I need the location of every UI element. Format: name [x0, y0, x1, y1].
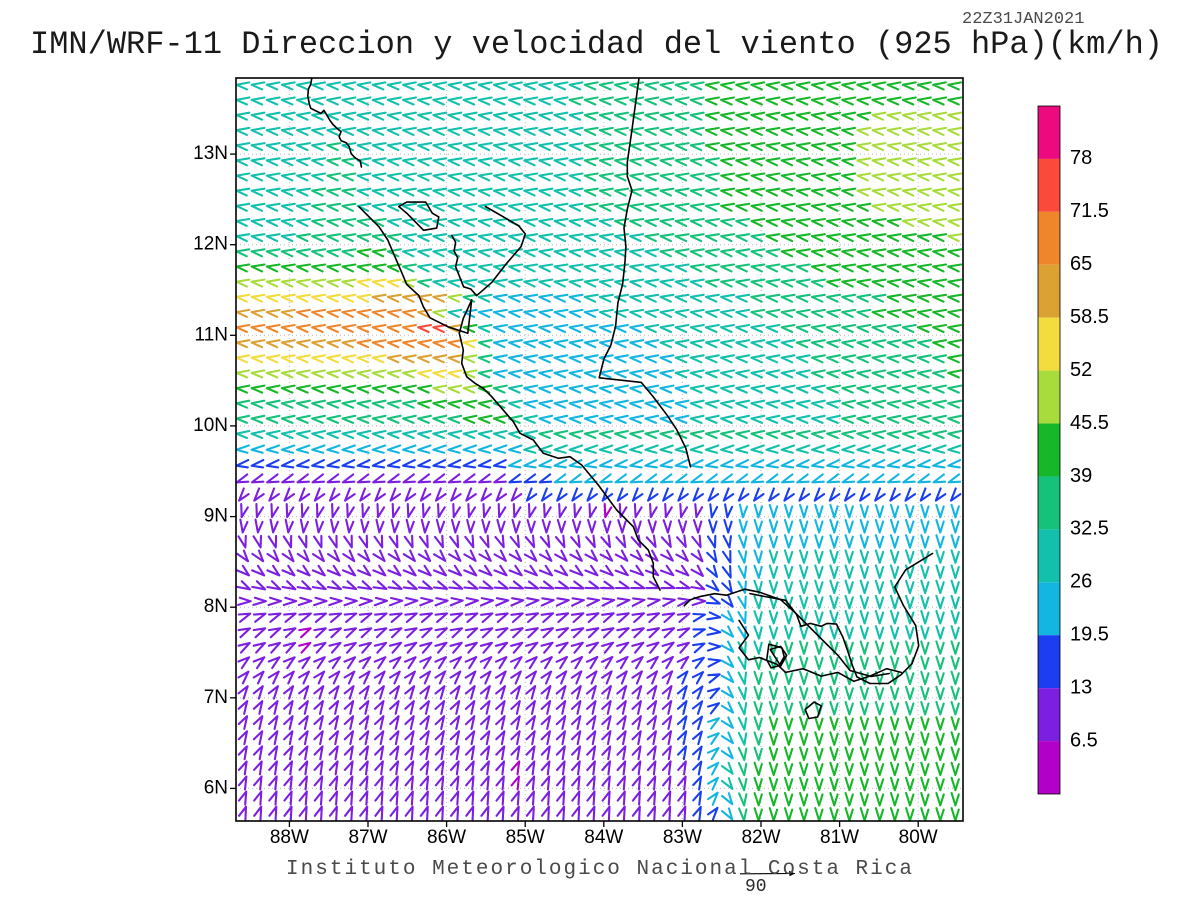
svg-text:85W: 85W: [506, 827, 545, 848]
svg-text:6.5: 6.5: [1070, 729, 1098, 751]
svg-text:26: 26: [1070, 571, 1092, 593]
svg-text:52: 52: [1070, 359, 1092, 381]
svg-text:13N: 13N: [193, 143, 228, 164]
svg-text:6N: 6N: [204, 777, 228, 798]
svg-text:71.5: 71.5: [1070, 200, 1109, 222]
svg-text:86W: 86W: [427, 827, 466, 848]
svg-text:80W: 80W: [899, 827, 938, 848]
svg-text:8N: 8N: [204, 596, 228, 617]
svg-text:39: 39: [1070, 465, 1092, 487]
svg-text:78: 78: [1070, 147, 1092, 169]
svg-text:84W: 84W: [584, 827, 623, 848]
svg-text:88W: 88W: [270, 827, 309, 848]
svg-text:45.5: 45.5: [1070, 412, 1109, 434]
svg-text:7N: 7N: [204, 687, 228, 708]
svg-text:65: 65: [1070, 253, 1092, 275]
svg-text:32.5: 32.5: [1070, 518, 1109, 540]
svg-text:81W: 81W: [820, 827, 859, 848]
svg-text:13: 13: [1070, 676, 1092, 698]
svg-text:10N: 10N: [193, 415, 228, 436]
svg-text:12N: 12N: [193, 234, 228, 255]
svg-text:9N: 9N: [204, 506, 228, 527]
svg-text:87W: 87W: [348, 827, 387, 848]
svg-text:58.5: 58.5: [1070, 306, 1109, 328]
svg-text:19.5: 19.5: [1070, 623, 1109, 645]
svg-text:83W: 83W: [663, 827, 702, 848]
svg-text:11N: 11N: [195, 324, 228, 345]
svg-text:82W: 82W: [741, 827, 780, 848]
